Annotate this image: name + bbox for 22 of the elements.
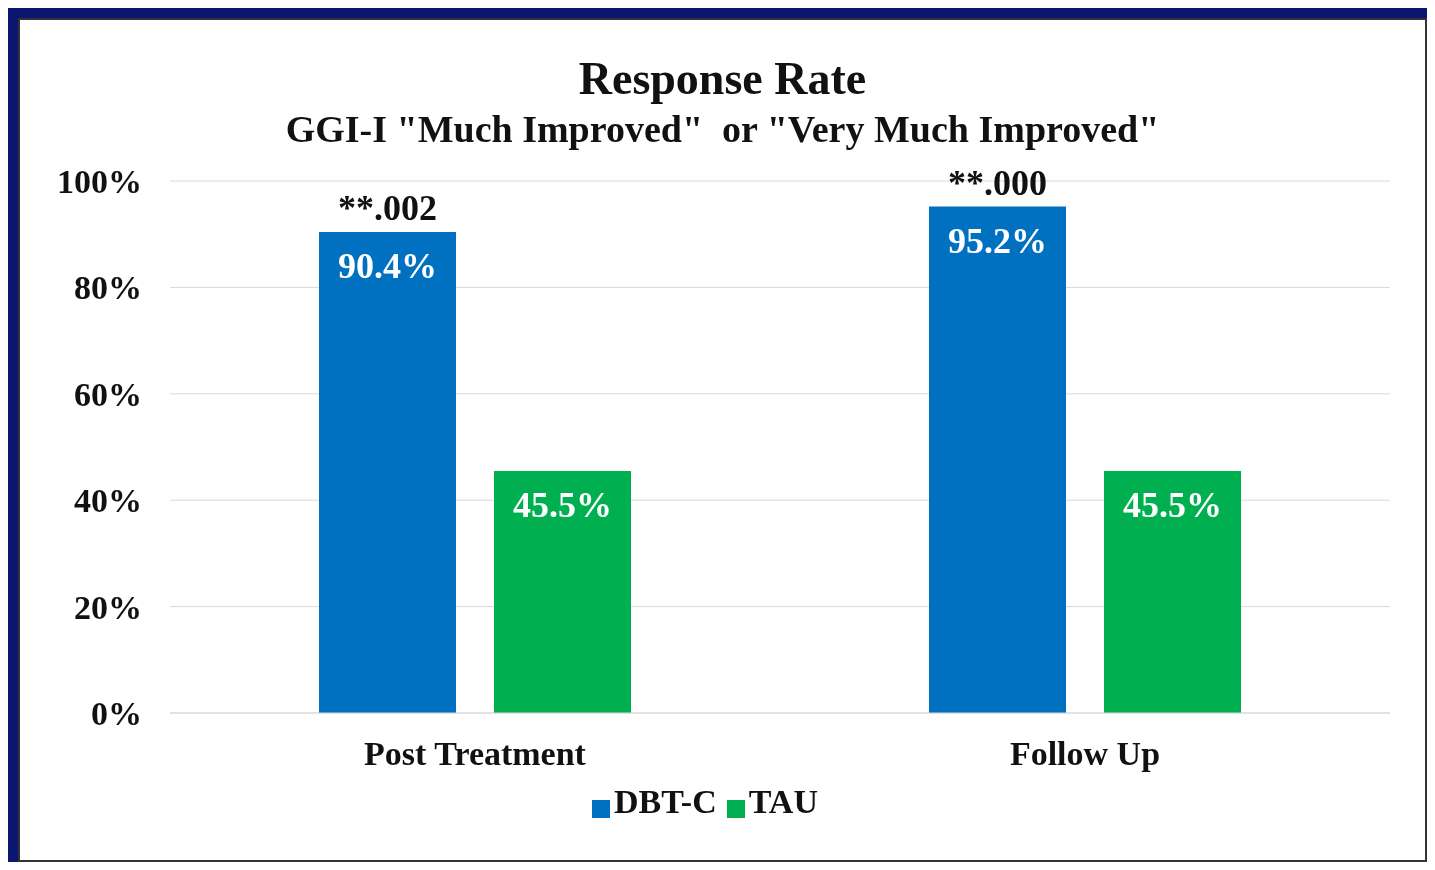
legend-label: DBT-C [614, 783, 717, 820]
x-tick-label: Follow Up [1009, 735, 1161, 773]
data-label: 90.4% [338, 246, 437, 287]
y-tick-label: 60% [74, 375, 142, 413]
annotation: **.002 [338, 188, 437, 229]
y-tick-label: 0% [91, 695, 142, 733]
bar [929, 206, 1066, 713]
data-label: 45.5% [1123, 484, 1222, 525]
bar [494, 470, 631, 713]
y-tick-label: 40% [74, 482, 142, 520]
x-tick-label: Post Treatment [364, 735, 587, 773]
y-tick-label: 80% [74, 269, 142, 307]
annotation: **.000 [948, 162, 1047, 203]
legend-label: TAU [748, 783, 818, 820]
data-label: 45.5% [513, 484, 612, 525]
data-label: 95.2% [948, 220, 1047, 261]
bar [319, 232, 456, 713]
y-tick-label: 20% [74, 588, 142, 626]
bar [1104, 470, 1241, 713]
y-tick-label: 100% [57, 163, 142, 201]
chart-subtitle: GGI-I "Much Improved" or "Very Much Improved" [284, 107, 1161, 151]
chart-title: Response Rate [577, 52, 868, 105]
